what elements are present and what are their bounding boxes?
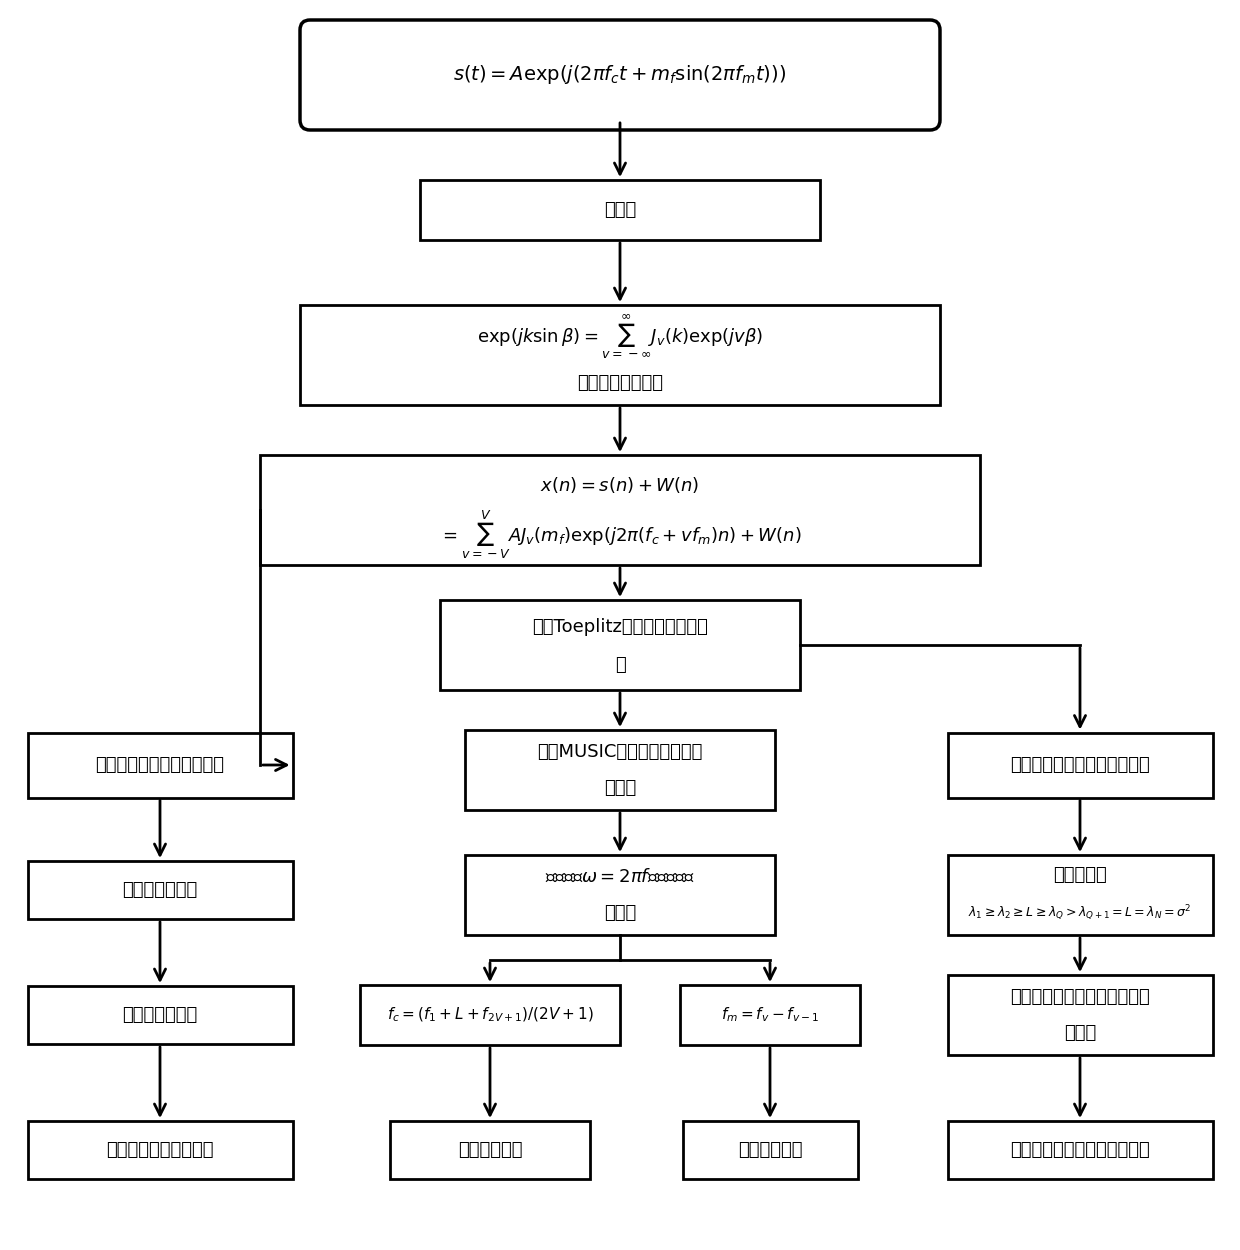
Text: 阵: 阵 xyxy=(615,656,625,674)
FancyBboxPatch shape xyxy=(465,730,775,810)
Text: $\lambda_1\geq\lambda_2\geq L\geq\lambda_Q>\lambda_{Q+1}=L=\lambda_N=\sigma^2$: $\lambda_1\geq\lambda_2\geq L\geq\lambda… xyxy=(968,904,1192,922)
Text: 组成超定方程组: 组成超定方程组 xyxy=(123,881,197,899)
FancyBboxPatch shape xyxy=(27,861,293,919)
Text: $f_m=f_v-f_{v-1}$: $f_m=f_v-f_{v-1}$ xyxy=(720,1006,820,1024)
Text: 波频率: 波频率 xyxy=(604,904,636,922)
Text: 率估计: 率估计 xyxy=(604,779,636,798)
Text: $x(n)=s(n)+W(n)$: $x(n)=s(n)+W(n)$ xyxy=(541,475,699,495)
FancyBboxPatch shape xyxy=(27,732,293,798)
FancyBboxPatch shape xyxy=(947,1121,1213,1179)
FancyBboxPatch shape xyxy=(300,305,940,405)
FancyBboxPatch shape xyxy=(391,1121,590,1179)
Text: $s(t)=A\mathrm{exp}\left(j\left(2\pi f_c t+m_f\sin(2\pi f_m t)\right)\right)$: $s(t)=A\mathrm{exp}\left(j\left(2\pi f_c… xyxy=(454,64,786,86)
FancyBboxPatch shape xyxy=(420,180,820,240)
Text: 利用MUSIC算法进行谐波角频: 利用MUSIC算法进行谐波角频 xyxy=(537,742,703,761)
FancyBboxPatch shape xyxy=(27,986,293,1044)
Text: 载波频率估计: 载波频率估计 xyxy=(458,1141,522,1159)
FancyBboxPatch shape xyxy=(680,985,861,1045)
Text: 调制频率估计: 调制频率估计 xyxy=(738,1141,802,1159)
Text: $\exp(jk\sin\beta)=\sum_{v=-\infty}^{\infty} J_v(k)\exp(jv\beta)$: $\exp(jk\sin\beta)=\sum_{v=-\infty}^{\in… xyxy=(477,312,763,361)
Text: $f_c=(f_1+L+f_{2V+1})/(2V+1)$: $f_c=(f_1+L+f_{2V+1})/(2V+1)$ xyxy=(387,1006,594,1024)
FancyBboxPatch shape xyxy=(300,20,940,130)
FancyBboxPatch shape xyxy=(465,855,775,935)
FancyBboxPatch shape xyxy=(947,975,1213,1055)
Text: 号功率: 号功率 xyxy=(1064,1024,1096,1042)
Text: 对重构协方差矩阵特征值分解: 对重构协方差矩阵特征值分解 xyxy=(1011,756,1149,774)
Text: 利用公式$\omega=2\pi f$求得各个谐: 利用公式$\omega=2\pi f$求得各个谐 xyxy=(546,867,694,886)
FancyBboxPatch shape xyxy=(360,985,620,1045)
Text: 及贝塞尔函数性质: 及贝塞尔函数性质 xyxy=(577,374,663,392)
Text: 结合Toeplitz算法重构协方差矩: 结合Toeplitz算法重构协方差矩 xyxy=(532,618,708,636)
Text: 求其最小二乘解: 求其最小二乘解 xyxy=(123,1006,197,1024)
Text: 估计出调制系数的倒数: 估计出调制系数的倒数 xyxy=(107,1141,213,1159)
Text: 求得其噪声功率，从而得到信: 求得其噪声功率，从而得到信 xyxy=(1011,988,1149,1006)
FancyBboxPatch shape xyxy=(947,855,1213,935)
Text: 离散化: 离散化 xyxy=(604,201,636,219)
Text: 取其实部开方即得其谐波幅度: 取其实部开方即得其谐波幅度 xyxy=(1011,1141,1149,1159)
FancyBboxPatch shape xyxy=(260,455,980,565)
Text: 利用该式子: 利用该式子 xyxy=(1053,866,1107,884)
FancyBboxPatch shape xyxy=(27,1121,293,1179)
FancyBboxPatch shape xyxy=(682,1121,858,1179)
Text: 根据贝塞尔函数的递归性质: 根据贝塞尔函数的递归性质 xyxy=(95,756,224,774)
FancyBboxPatch shape xyxy=(440,600,800,690)
Text: $=\sum_{v=-V}^{V}AJ_v(m_f)\exp(j2\pi(f_c+vf_m)n)+W(n)$: $=\sum_{v=-V}^{V}AJ_v(m_f)\exp(j2\pi(f_c… xyxy=(439,509,801,561)
FancyBboxPatch shape xyxy=(947,732,1213,798)
